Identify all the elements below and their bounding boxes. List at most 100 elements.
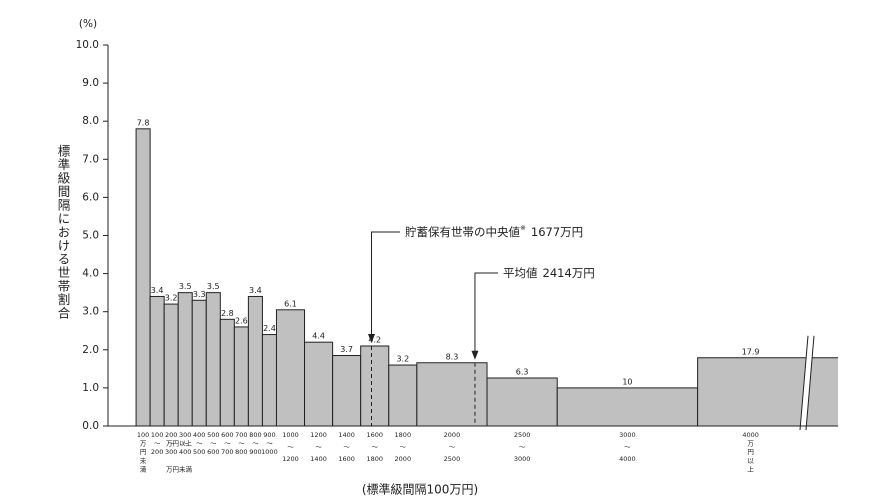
bar xyxy=(360,345,390,427)
x-tick-label: 円 xyxy=(747,448,754,456)
x-tick-label: 万 xyxy=(140,440,147,448)
annotation-value: 2414万円 xyxy=(543,266,595,280)
x-tick-label: 200 xyxy=(151,448,163,456)
data-label: 2.8 xyxy=(221,309,234,318)
x-tick-label: 1000 xyxy=(282,431,299,439)
x-tick-label: 500 xyxy=(193,448,205,456)
data-label: 3.7 xyxy=(340,345,353,354)
x-tick-label: 3000 xyxy=(619,431,636,439)
bar xyxy=(332,355,362,427)
bar xyxy=(135,128,151,427)
x-tick-label: 1800 xyxy=(395,431,412,439)
annotation-arrow xyxy=(474,272,498,353)
y-tick-label: 8.0 xyxy=(82,115,99,127)
data-label: 3.4 xyxy=(151,286,164,295)
data-label: 2.6 xyxy=(235,316,248,325)
data-label: 4.2 xyxy=(368,335,381,344)
bar xyxy=(247,295,263,427)
x-tick-label: 上 xyxy=(747,464,754,473)
bar xyxy=(388,364,418,427)
bar xyxy=(416,362,488,427)
data-label: 2.4 xyxy=(263,324,276,333)
x-tick-label: 以 xyxy=(747,457,754,465)
data-label: 17.9 xyxy=(742,347,760,356)
x-tick-label: 万 xyxy=(747,440,754,448)
x-tick-label: 〜 xyxy=(519,443,526,451)
y-axis-label: 標準級間隔における世帯割合 xyxy=(56,144,71,320)
y-unit: (%) xyxy=(79,18,97,30)
x-tick-note: 万円以上 xyxy=(166,439,193,448)
x-tick-label: 〜 xyxy=(154,440,161,448)
y-tick-label: 2.0 xyxy=(82,344,99,356)
data-label: 6.3 xyxy=(516,367,529,376)
x-tick-label: 700 xyxy=(221,448,233,456)
x-tick-label: 300 xyxy=(179,431,191,439)
x-tick-label: 3000 xyxy=(514,455,531,463)
x-tick-label: 1200 xyxy=(310,431,327,439)
x-tick-label: 600 xyxy=(221,431,233,439)
x-tick-label: 〜 xyxy=(210,440,217,448)
x-tick-label: 〜 xyxy=(287,443,294,451)
x-tick-label: 〜 xyxy=(266,440,273,448)
x-tick-label: 900 xyxy=(249,448,261,456)
axis-break-gap xyxy=(800,335,814,430)
x-tick-label: 400 xyxy=(193,431,205,439)
x-tick-label: 500 xyxy=(207,431,219,439)
axis-break xyxy=(799,335,809,431)
data-label: 3.3 xyxy=(193,290,206,299)
x-tick-label: 800 xyxy=(249,431,261,439)
x-tick-label: 2500 xyxy=(514,431,531,439)
x-tick-label: 1200 xyxy=(282,455,299,463)
data-label: 7.8 xyxy=(137,118,150,127)
bar xyxy=(177,292,193,427)
x-tick-label: 400 xyxy=(179,448,191,456)
bar xyxy=(205,292,221,427)
axis-break xyxy=(805,335,815,431)
y-tick-label: 0.0 xyxy=(82,420,99,432)
annotation: 平均値 2414万円 xyxy=(503,266,595,280)
x-tick-label: 900 xyxy=(263,431,275,439)
data-label: 3.2 xyxy=(396,355,409,364)
y-tick-label: 10.0 xyxy=(76,39,99,51)
arrow-head xyxy=(368,333,376,343)
x-tick-label: 4000 xyxy=(619,455,636,463)
bar xyxy=(149,295,165,427)
data-label: 10 xyxy=(622,377,632,386)
bar xyxy=(486,377,558,427)
bar xyxy=(233,326,249,427)
x-tick-label: 200 xyxy=(165,431,177,439)
bar xyxy=(191,299,207,427)
y-tick-label: 1.0 xyxy=(82,382,99,394)
x-tick-label: 600 xyxy=(207,448,219,456)
x-tick-label: 1000 xyxy=(261,448,278,456)
x-tick-label: 〜 xyxy=(252,440,259,448)
y-tick-label: 3.0 xyxy=(82,306,99,318)
x-tick-label: 〜 xyxy=(371,443,378,451)
x-tick-label: 〜 xyxy=(224,440,231,448)
bar xyxy=(219,318,235,427)
x-tick-label: 2000 xyxy=(395,455,412,463)
x-tick-label: 〜 xyxy=(168,440,175,448)
annotation-value: 1677万円 xyxy=(531,225,583,239)
x-tick-label: 〜 xyxy=(400,443,407,451)
bar xyxy=(261,334,277,427)
x-tick-label: 〜 xyxy=(449,443,456,451)
x-tick-label: 〜 xyxy=(315,443,322,451)
annotation-text: 平均値 xyxy=(503,266,538,280)
x-tick-label: 1600 xyxy=(366,431,383,439)
bar xyxy=(163,303,179,427)
x-tick-label: 1400 xyxy=(338,431,355,439)
annotation-text: 貯蓄保有世帯の中央値 xyxy=(405,225,520,239)
x-tick-label: 2500 xyxy=(444,455,461,463)
bar xyxy=(304,341,334,427)
y-tick-label: 4.0 xyxy=(82,268,99,280)
x-tick-label: 4000 xyxy=(742,431,759,439)
x-tick-label: 円 xyxy=(140,448,147,456)
x-tick-label: 〜 xyxy=(238,440,245,448)
annotation-mark: ※ xyxy=(520,224,526,232)
data-label: 3.5 xyxy=(179,282,192,291)
x-axis-label: (標準級間隔100万円) xyxy=(362,482,478,497)
x-tick-label: 700 xyxy=(235,431,247,439)
y-tick-label: 5.0 xyxy=(82,230,99,242)
